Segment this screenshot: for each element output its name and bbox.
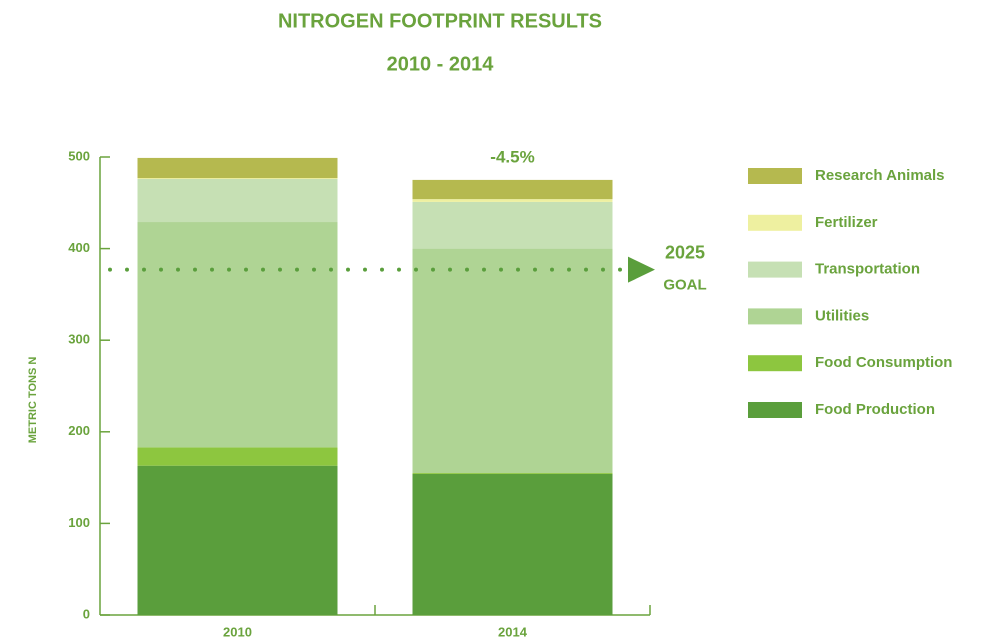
bar-segment: [412, 201, 613, 249]
y-tick-label: 400: [68, 240, 90, 255]
goal-label: 2025: [665, 242, 705, 262]
y-tick-label: 300: [68, 332, 90, 347]
legend-label: Food Consumption: [815, 354, 952, 371]
legend-label: Research Animals: [815, 167, 945, 184]
legend-label: Food Production: [815, 401, 935, 418]
bar-segment: [137, 465, 338, 615]
goal-label: GOAL: [663, 277, 706, 294]
goal-arrow: [628, 256, 655, 283]
y-tick-label: 500: [68, 148, 90, 163]
bar-segment: [412, 248, 613, 474]
annotation: -4.5%: [490, 147, 534, 166]
y-tick-label: 100: [68, 515, 90, 530]
bar-segment: [137, 447, 338, 466]
legend-label: Fertilizer: [815, 214, 878, 231]
bar-segment: [412, 179, 613, 200]
x-tick-label: 2010: [223, 624, 252, 639]
bar-segment: [137, 178, 338, 223]
legend-swatch: [748, 261, 802, 278]
bar-segment: [412, 473, 613, 474]
y-tick-label: 200: [68, 423, 90, 438]
legend-swatch: [748, 168, 802, 184]
legend-swatch: [748, 355, 802, 372]
legend-swatch: [748, 308, 802, 325]
bar-segment: [137, 178, 338, 179]
legend-swatch: [748, 214, 802, 231]
legend-label: Transportation: [815, 261, 920, 278]
y-tick-label: 0: [83, 606, 90, 621]
bar-segment: [412, 199, 613, 202]
bar-segment: [137, 157, 338, 179]
legend-label: Utilities: [815, 307, 869, 324]
bar-segment: [412, 473, 613, 615]
chart-subtitle: 2010 - 2014: [387, 53, 495, 75]
x-tick-label: 2014: [498, 624, 528, 639]
bar-segment: [137, 222, 338, 448]
legend-swatch: [748, 402, 802, 418]
chart-title: NITROGEN FOOTPRINT RESULTS: [278, 10, 602, 32]
y-axis-label: METRIC TONS N: [27, 357, 39, 444]
